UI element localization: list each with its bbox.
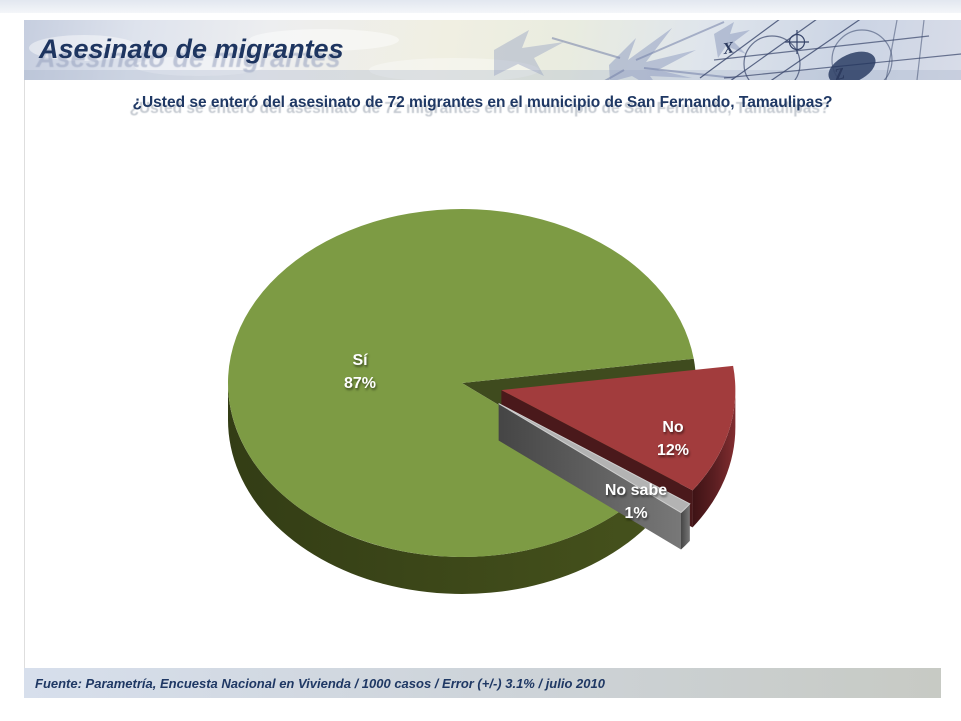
svg-text:1%: 1% [624,505,647,522]
pie-slice-sí-side [228,383,645,595]
svg-text:87%: 87% [344,375,376,392]
svg-text:12%: 12% [657,442,689,459]
svg-text:No sabe: No sabe [605,482,667,499]
compass-sketch-icon: X Z [699,20,961,80]
pie-label-sí: Sí 87% [344,352,376,392]
footer-bar: Fuente: Parametría, Encuesta Nacional en… [24,668,941,698]
pie-slice-no-sabe-top [498,403,691,514]
top-strip [0,0,961,13]
pie-slice-no-side [692,390,736,528]
header-banner: X Z Asesinato de migrantes [24,20,961,80]
sketch-z-letter: Z [832,65,846,80]
page-title: Asesinato de migrantes [39,34,344,64]
banner-wash [24,29,961,80]
source-text: Fuente: Parametría, Encuesta Nacional en… [35,675,605,691]
pie-label-no: No 12% [657,419,689,459]
banner-art: X Z [24,20,961,80]
pie-slice-no-top [501,365,736,491]
svg-text:Sí: Sí [352,352,368,369]
pie-slice-no-sabe-cut [498,403,682,550]
neuron-icon [494,21,750,80]
slide-left-edge [24,80,25,668]
sketch-x-letter: X [721,39,736,58]
chart-question: ¿Usted se enteró del asesinato de 72 mig… [132,94,833,111]
pie-slice-no-sabe-side [681,503,690,550]
pie-label-no-sabe: No sabe 1% [605,482,667,522]
svg-text:No: No [662,419,684,436]
crosshair-icon [785,30,809,54]
